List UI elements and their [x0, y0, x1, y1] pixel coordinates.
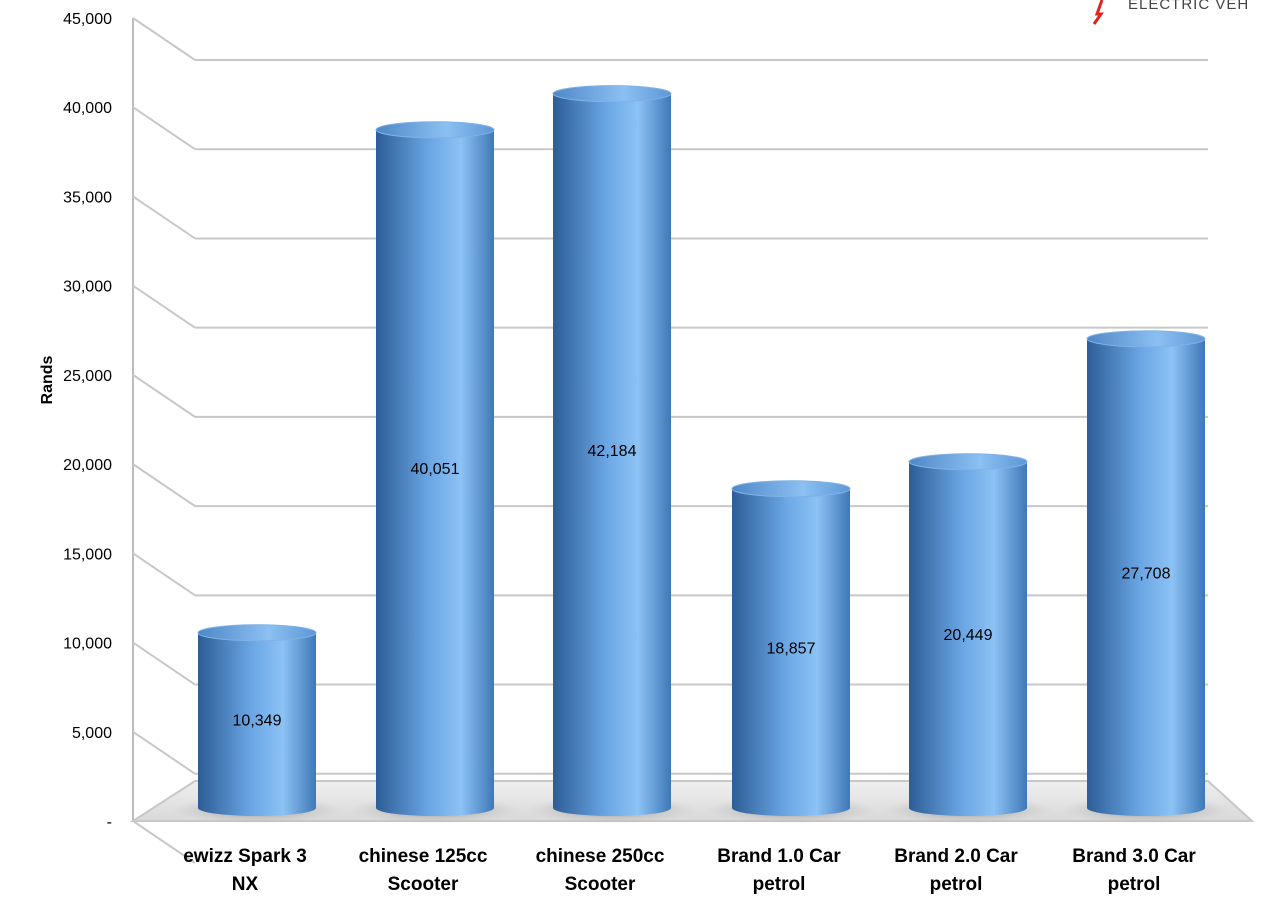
gridline-diagonal [132, 820, 196, 864]
y-tick-label: 35,000 [63, 189, 112, 206]
data-label: 42,184 [588, 443, 637, 460]
gridline-diagonal [132, 195, 196, 240]
bar-top [375, 121, 495, 139]
bar-6: 27,708 [1059, 330, 1233, 824]
bars: 10,349 40,051 42,184 18,857 20,449 27,708 [170, 85, 1233, 824]
gridline-diagonal [132, 17, 196, 61]
y-tick-label: 20,000 [63, 457, 112, 474]
gridline-diagonal [132, 730, 196, 775]
bar-body [376, 129, 494, 816]
y-tick-label: 45,000 [63, 11, 112, 28]
bar-body [553, 93, 671, 816]
y-tick-label: 15,000 [63, 546, 112, 563]
bar-top [1086, 330, 1206, 348]
lightning-icon [1092, 0, 1104, 25]
x-tick-label: Brand 1.0 Car petrol [717, 846, 841, 895]
x-tick-label: Brand 3.0 Car petrol [1072, 846, 1196, 895]
data-label: 10,349 [233, 712, 282, 729]
brand-logo-text: ELECTRIC VEH [1128, 0, 1249, 13]
x-tick-label: chinese 125cc Scooter [359, 846, 488, 895]
gridline-diagonal [132, 641, 196, 686]
bar-top [731, 480, 851, 498]
y-tick-label: 10,000 [63, 636, 112, 653]
data-label: 27,708 [1122, 565, 1171, 582]
bar-top [908, 453, 1028, 471]
brand-logo: ELECTRIC VEH [1092, 0, 1249, 25]
bar-body [198, 632, 316, 816]
bar-top [197, 624, 317, 642]
y-axis-label: Rands [39, 355, 56, 404]
bar-4: 18,857 [704, 480, 878, 824]
gridline-diagonal [132, 284, 196, 329]
gridline-diagonal [132, 552, 196, 597]
x-tick-label: ewizz Spark 3 NX [183, 846, 307, 895]
bar-body [909, 461, 1027, 816]
y-tick-label: 5,000 [72, 725, 112, 742]
data-label: 40,051 [411, 461, 460, 478]
bar-1: 10,349 [170, 624, 344, 824]
bar-top [552, 85, 672, 103]
gridline-diagonal [132, 106, 196, 151]
data-label: 20,449 [944, 627, 993, 644]
data-label: 18,857 [767, 640, 816, 657]
bar-3: 42,184 [525, 85, 699, 824]
bar-5: 20,449 [881, 453, 1055, 824]
grid [132, 17, 1208, 864]
y-tick-label: 40,000 [63, 100, 112, 117]
y-tick-label: 25,000 [63, 368, 112, 385]
bar-body [732, 488, 850, 816]
y-axis-ticks: - 5,000 10,000 15,000 20,000 25,000 30,000 35,0… [63, 11, 112, 831]
bar-body [1087, 338, 1205, 816]
bar-2: 40,051 [348, 121, 522, 824]
gridline-diagonal [132, 463, 196, 507]
x-tick-label: Brand 2.0 Car petrol [894, 846, 1018, 895]
y-tick-label: 30,000 [63, 279, 112, 296]
gridline-diagonal [132, 374, 196, 418]
x-axis-categories: ewizz Spark 3 NX chinese 125cc Scooter chine… [183, 846, 1196, 895]
y-tick-label: - [107, 814, 112, 831]
x-tick-label: chinese 250cc Scooter [536, 846, 665, 895]
